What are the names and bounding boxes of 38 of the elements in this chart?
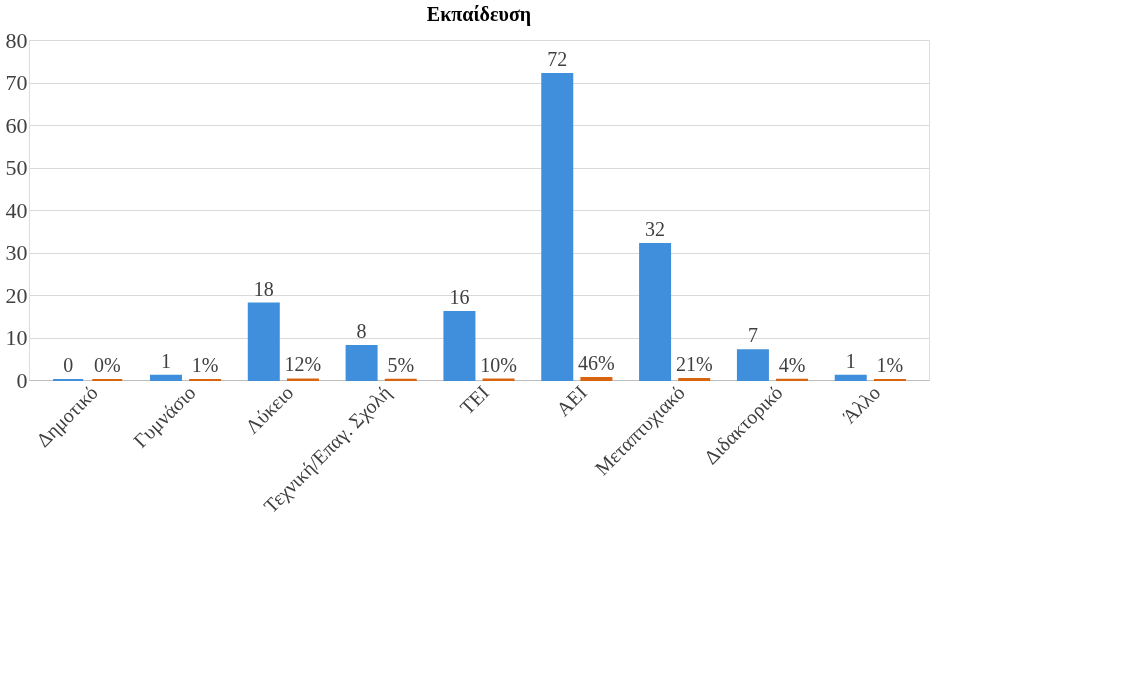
bar bbox=[541, 73, 574, 381]
y-tick-label: 0 bbox=[16, 367, 28, 393]
y-tick-label: 70 bbox=[5, 70, 28, 95]
x-tick-label: ΤΕΙ bbox=[455, 381, 494, 419]
data-label: 1% bbox=[191, 353, 219, 376]
data-label: 1% bbox=[876, 353, 904, 376]
data-label: 0% bbox=[93, 354, 121, 376]
bar bbox=[736, 349, 769, 381]
data-label: 7 bbox=[747, 324, 758, 347]
data-label: 18 bbox=[253, 277, 274, 300]
y-tick-label: 40 bbox=[5, 197, 28, 223]
data-label: 1 bbox=[845, 349, 856, 372]
y-tick-label: 60 bbox=[5, 112, 28, 138]
y-tick-label: 80 bbox=[5, 27, 28, 53]
data-label: 10% bbox=[480, 353, 517, 376]
y-tick-label: 30 bbox=[5, 240, 28, 265]
bar bbox=[443, 311, 476, 381]
data-label: 8 bbox=[356, 320, 367, 342]
data-label: 16 bbox=[449, 286, 470, 308]
data-label: 32 bbox=[645, 218, 666, 240]
bar bbox=[834, 374, 867, 381]
data-label: 12% bbox=[284, 353, 322, 376]
bar bbox=[149, 374, 182, 381]
data-label: 72 bbox=[547, 48, 568, 70]
y-tick-label: 50 bbox=[5, 155, 28, 180]
chart-title: Εκπαίδευση bbox=[426, 3, 532, 26]
y-tick-label: 20 bbox=[5, 282, 28, 308]
y-tick-label: 10 bbox=[5, 325, 28, 350]
data-label: 4% bbox=[778, 353, 806, 376]
data-label: 5% bbox=[387, 353, 415, 376]
bar bbox=[639, 243, 672, 381]
data-label: 21% bbox=[675, 353, 713, 376]
x-tick-label: ΑΕΙ bbox=[551, 381, 591, 421]
data-label: 1 bbox=[160, 349, 171, 372]
bar bbox=[345, 345, 378, 381]
bar bbox=[247, 302, 280, 381]
data-label: 0 bbox=[63, 354, 74, 376]
data-label: 46% bbox=[578, 352, 615, 375]
